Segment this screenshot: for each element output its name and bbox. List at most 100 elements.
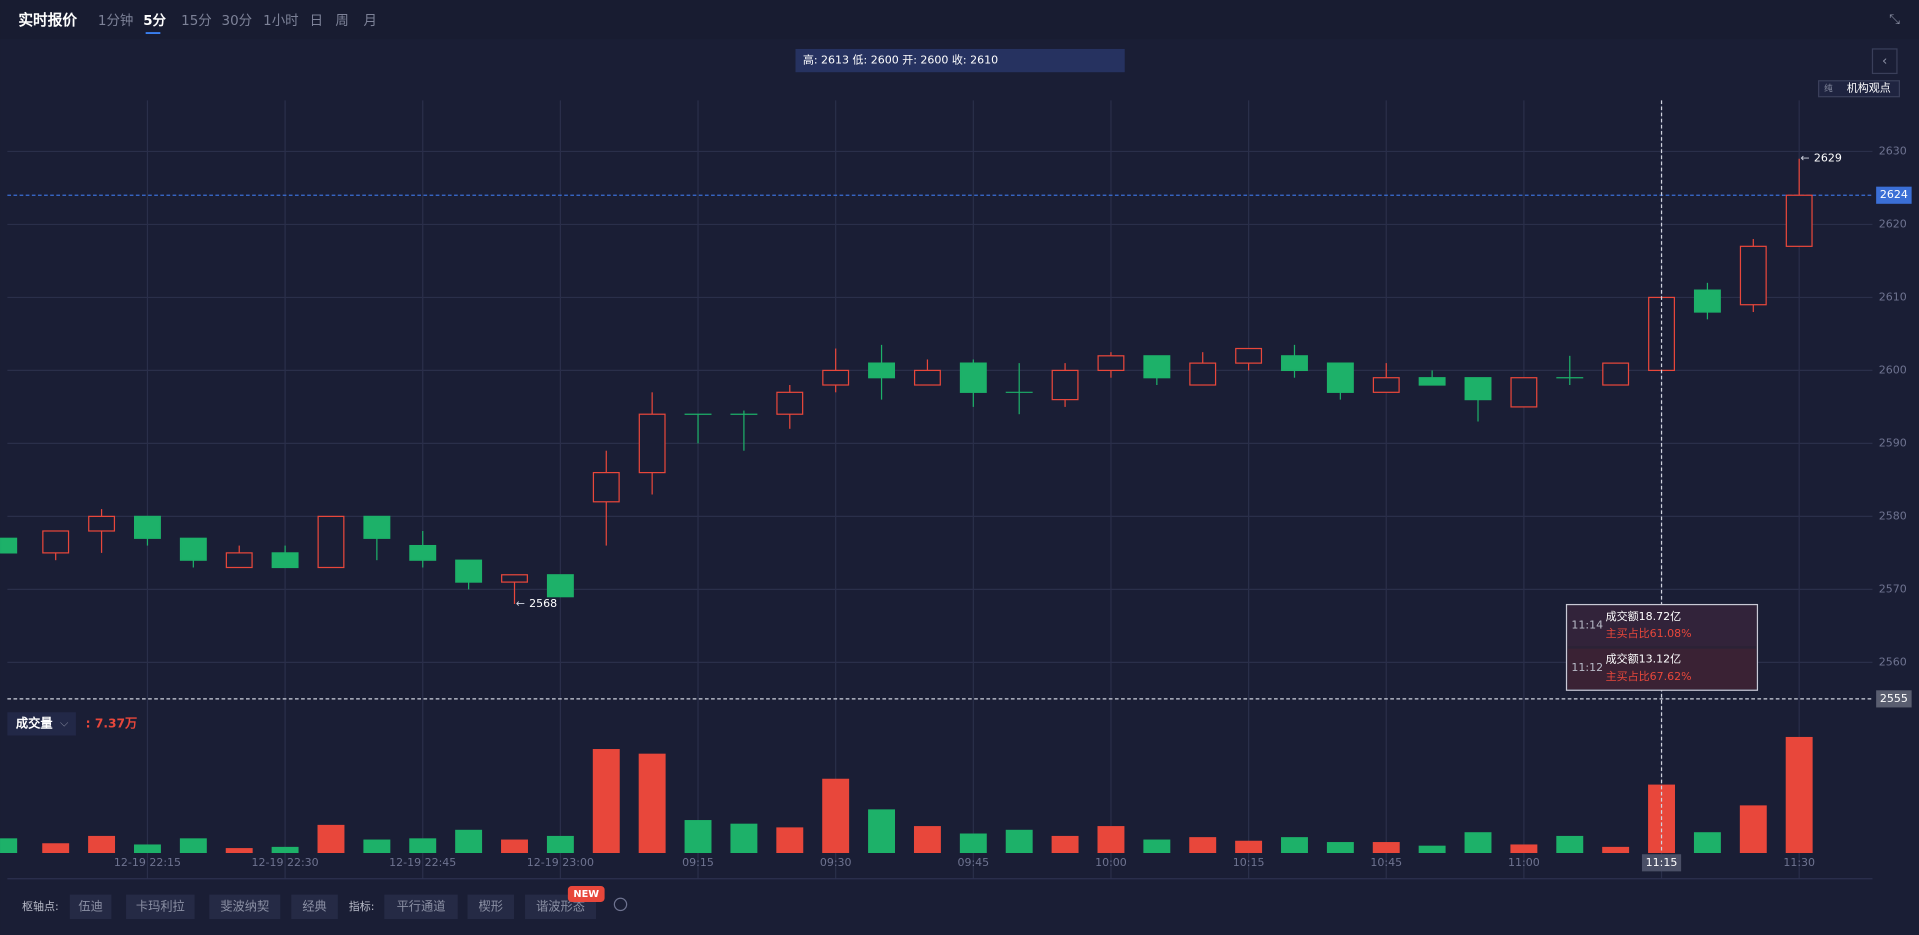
volume-selector[interactable] xyxy=(7,712,76,736)
candle-body xyxy=(1372,377,1400,393)
tab[interactable]: 5分 xyxy=(143,13,166,29)
opinion-text: 机构观点 xyxy=(1847,81,1891,95)
x-tick-label: 11:15 xyxy=(1646,856,1678,869)
x-tick-label: 10:45 xyxy=(1370,856,1402,869)
candle-body xyxy=(546,574,574,598)
tooltip-ratio: 主买占比67.62% xyxy=(1606,669,1692,683)
volume-bar xyxy=(42,843,70,854)
candle-body xyxy=(1143,355,1171,379)
tooltip-row xyxy=(1567,605,1757,647)
volume-bar xyxy=(88,835,116,854)
tooltip-time: 11:14 xyxy=(1571,618,1603,631)
volume-bar xyxy=(1189,837,1217,854)
x-tick-label: 09:15 xyxy=(682,856,714,869)
opinion-icon: 纯 xyxy=(1824,82,1833,94)
candle-body xyxy=(179,537,207,561)
candle-body xyxy=(0,537,18,554)
volume-bar xyxy=(730,823,758,854)
y-tick-label: 2560 xyxy=(1879,655,1907,668)
plot: 2560 2570 2580 2590 2600 2610 2620 2630 12-19 22… xyxy=(0,100,1912,879)
candle-body xyxy=(363,515,391,539)
candle-body xyxy=(1281,355,1308,372)
volume-bar xyxy=(1143,839,1171,854)
candle-body xyxy=(1602,362,1630,386)
tab[interactable]: 15分 xyxy=(181,13,212,29)
volume-bar xyxy=(501,839,528,854)
candle-body xyxy=(88,515,116,532)
y-tick-label: 2570 xyxy=(1879,582,1907,595)
candle-body xyxy=(1235,347,1263,364)
high-arrow: ← xyxy=(1800,152,1809,165)
volume-bar xyxy=(225,848,253,854)
y-tick-label: 2610 xyxy=(1879,290,1907,303)
toolbar-title: 实时报价 xyxy=(18,11,77,29)
candle-body xyxy=(959,362,987,393)
toolbar-button[interactable] xyxy=(467,894,515,920)
volume-title: 成交量 xyxy=(16,715,53,730)
volume-bar xyxy=(822,778,850,854)
crosshair-box xyxy=(1876,690,1912,708)
side-toggle[interactable] xyxy=(1871,48,1898,75)
toolbar-button[interactable] xyxy=(384,894,458,920)
x-tick-label: 11:00 xyxy=(1508,856,1540,869)
candle-body xyxy=(1464,377,1492,401)
volume-bar xyxy=(363,839,391,854)
tab[interactable]: 1小时 xyxy=(263,13,298,29)
candle-body xyxy=(1785,194,1813,247)
opinion-button[interactable] xyxy=(1818,80,1901,98)
pivot-label: 枢轴点: xyxy=(22,899,59,913)
toolbar-button[interactable] xyxy=(69,894,112,920)
volume-bar xyxy=(455,829,483,854)
tab[interactable]: 日 xyxy=(310,14,323,29)
volume-bar xyxy=(1326,842,1354,854)
new-badge-text: NEW xyxy=(573,889,599,900)
volume-bar xyxy=(1739,805,1767,854)
y-tick-label: 2620 xyxy=(1879,217,1907,230)
crosshair-label: 2555 xyxy=(1880,692,1908,705)
tab[interactable]: 1分钟 xyxy=(98,12,133,29)
tab[interactable]: 周 xyxy=(335,14,348,29)
y-tick-label: 2580 xyxy=(1879,509,1907,522)
candle-body xyxy=(868,362,896,379)
help-icon[interactable] xyxy=(613,897,628,912)
toolbar-button[interactable] xyxy=(291,894,338,920)
x-tick-label: 11:30 xyxy=(1783,856,1815,869)
tab[interactable]: 30分 xyxy=(222,13,253,29)
candle-body xyxy=(1097,355,1125,372)
toolbar-button[interactable] xyxy=(209,894,281,920)
volume-bar xyxy=(1235,840,1263,854)
tooltip-amount: 成交额18.72亿 xyxy=(1606,609,1682,623)
candle-body xyxy=(822,369,850,386)
x-tick-label: 12-19 22:45 xyxy=(389,856,456,869)
indicator-label: 指标: xyxy=(349,899,375,913)
current-price-box xyxy=(1876,186,1912,204)
volume-bar xyxy=(638,753,666,854)
x-tick-label: 12-19 22:15 xyxy=(114,856,181,869)
volume-bar xyxy=(1464,832,1492,854)
new-badge xyxy=(567,886,605,902)
low-arrow: ← xyxy=(516,597,525,610)
candle-body xyxy=(1326,362,1354,393)
toolbar-button-text: 楔形 xyxy=(479,899,503,913)
collapse-icon[interactable]: ⤡ xyxy=(1889,13,1900,28)
info-bar xyxy=(795,48,1125,73)
candle-body xyxy=(1739,245,1767,306)
side-toggle-icon: ‹ xyxy=(1882,54,1887,69)
volume-bar xyxy=(868,809,896,854)
volume-bar xyxy=(1418,845,1446,854)
volume-bar xyxy=(1693,832,1721,854)
volume-bar xyxy=(1005,829,1033,854)
volume-bar xyxy=(546,835,574,854)
toolbar-button[interactable] xyxy=(126,894,195,920)
candle-body xyxy=(501,574,528,583)
tab[interactable]: 月 xyxy=(363,14,376,29)
tooltip-ratio: 主买占比61.08% xyxy=(1606,626,1692,640)
volume-bar xyxy=(776,827,804,854)
candle-body xyxy=(776,391,804,415)
candle-body xyxy=(317,515,345,569)
candle-body xyxy=(409,544,437,561)
